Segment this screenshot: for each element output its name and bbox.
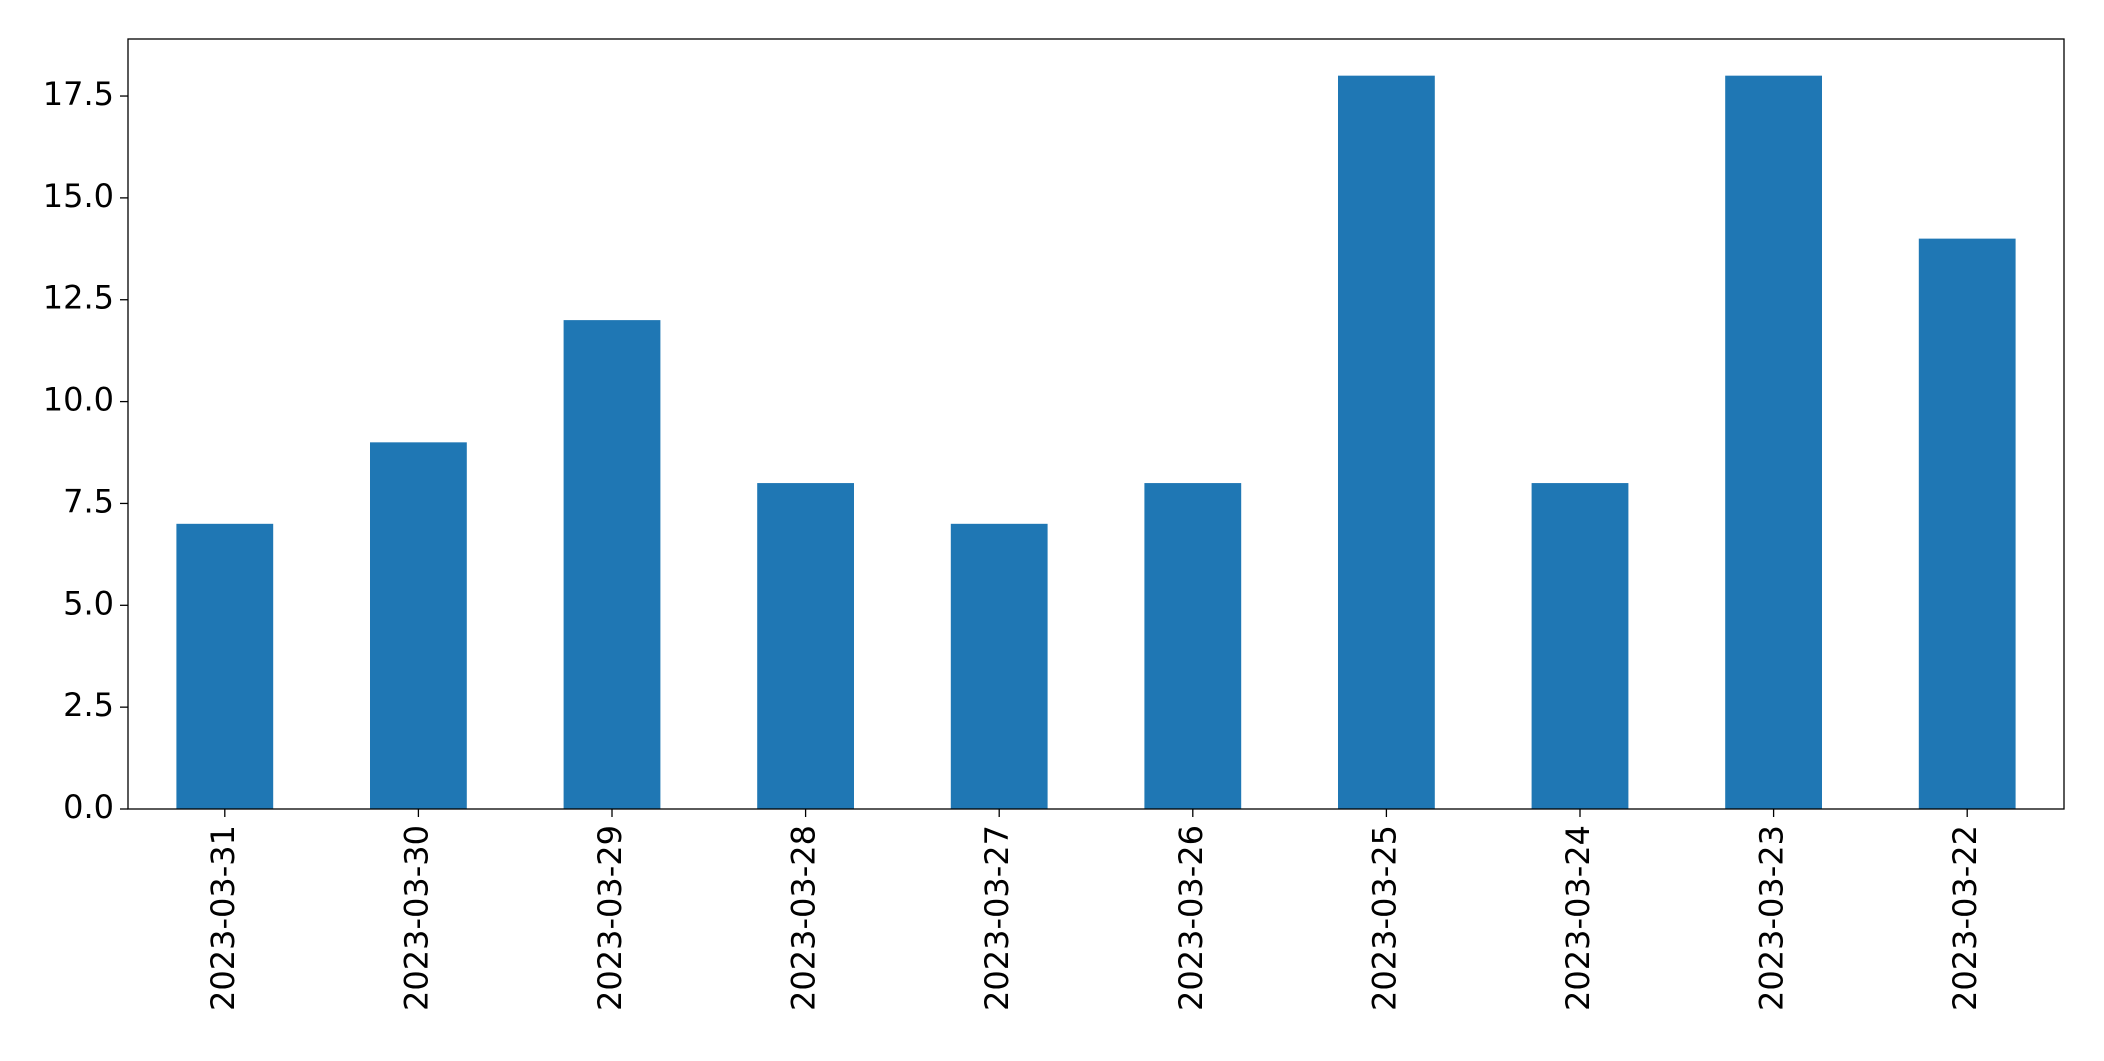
x-tick-label: 2023-03-26 bbox=[1172, 825, 1210, 1011]
y-tick-label: 17.5 bbox=[43, 75, 114, 113]
bar bbox=[757, 483, 854, 809]
x-tick-label: 2023-03-22 bbox=[1946, 825, 1984, 1011]
x-tick-label: 2023-03-25 bbox=[1365, 825, 1403, 1011]
bar bbox=[1531, 483, 1629, 809]
bar bbox=[176, 523, 274, 809]
plot-frame bbox=[127, 38, 2065, 810]
y-tick-label: 7.5 bbox=[63, 482, 114, 520]
bar bbox=[1144, 483, 1242, 809]
x-tick-label: 2023-03-27 bbox=[978, 825, 1016, 1011]
bar bbox=[370, 442, 467, 809]
y-tick-label: 15.0 bbox=[43, 177, 114, 215]
x-tick-label: 2023-03-24 bbox=[1559, 825, 1597, 1011]
y-tick-label: 10.0 bbox=[43, 381, 114, 419]
bar bbox=[563, 320, 661, 809]
x-tick-label: 2023-03-23 bbox=[1753, 825, 1791, 1011]
x-tick-label: 2023-03-30 bbox=[397, 825, 435, 1011]
bar bbox=[1918, 238, 2016, 809]
bar bbox=[950, 523, 1048, 809]
y-tick-label: 0.0 bbox=[63, 788, 114, 826]
x-tick-label: 2023-03-31 bbox=[204, 825, 242, 1011]
bar bbox=[1725, 75, 1822, 809]
bar bbox=[1338, 75, 1435, 809]
y-tick-label: 2.5 bbox=[63, 686, 114, 724]
x-tick-label: 2023-03-28 bbox=[785, 825, 823, 1011]
x-tick-label: 2023-03-29 bbox=[591, 825, 629, 1011]
y-tick-label: 5.0 bbox=[63, 584, 114, 622]
y-tick-label: 12.5 bbox=[43, 279, 114, 317]
